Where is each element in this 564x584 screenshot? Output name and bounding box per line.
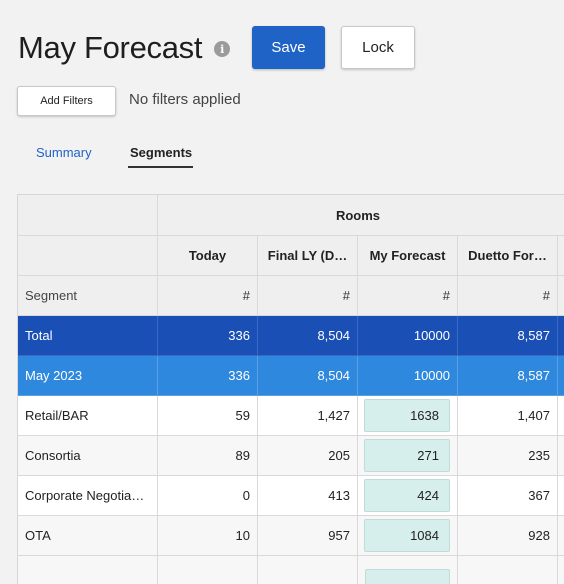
col-header-my-forecast[interactable]: My Forecast (358, 236, 458, 276)
segment-name: Retail/BAR (18, 396, 158, 436)
overflow-cell (558, 436, 564, 476)
table-row[interactable]: Corporate Negotia… 0 413 424 367 (18, 476, 564, 516)
today-value: 336 (158, 356, 258, 396)
segment-name: Consortia (18, 436, 158, 476)
forecast-input[interactable]: 1084 (364, 519, 450, 552)
unit-final-ly: # (258, 276, 358, 316)
segment-name: OTA (18, 516, 158, 556)
partial-cell (458, 556, 558, 584)
today-value: 59 (158, 396, 258, 436)
info-icon[interactable]: i (214, 41, 231, 57)
unit-today: # (158, 276, 258, 316)
duetto-forecast-value: 8,587 (458, 356, 558, 396)
segment-name: May 2023 (18, 356, 158, 396)
lock-button[interactable]: Lock (341, 26, 415, 69)
my-forecast-cell: 424 (358, 476, 458, 516)
filters-status: No filters applied (129, 91, 241, 108)
header-blank-cell (18, 236, 158, 276)
final-ly-value: 957 (258, 516, 358, 556)
final-ly-value: 205 (258, 436, 358, 476)
rooms-group-header: Rooms (158, 195, 558, 236)
final-ly-value: 8,504 (258, 356, 358, 396)
total-row[interactable]: Total 336 8,504 10000 8,587 (18, 316, 564, 356)
tab-summary[interactable]: Summary (36, 145, 92, 160)
duetto-forecast-value: 8,587 (458, 316, 558, 356)
segment-header[interactable]: Segment (18, 276, 158, 316)
forecast-input[interactable] (365, 569, 450, 584)
segment-name: Total (18, 316, 158, 356)
month-row[interactable]: May 2023 336 8,504 10000 8,587 (18, 356, 564, 396)
segments-grid: Rooms Today Final LY (D… My Forecast Due… (17, 194, 564, 584)
final-ly-value: 8,504 (258, 316, 358, 356)
partial-cell (18, 556, 158, 584)
today-value: 336 (158, 316, 258, 356)
unit-header-row: Segment # # # # (18, 276, 564, 316)
my-forecast-cell: 1638 (358, 396, 458, 436)
table-row[interactable]: OTA 10 957 1084 928 (18, 516, 564, 556)
my-forecast-value: 10000 (358, 316, 458, 356)
tab-segments[interactable]: Segments (130, 145, 193, 160)
my-forecast-value: 10000 (358, 356, 458, 396)
unit-overflow (558, 276, 564, 316)
final-ly-value: 1,427 (258, 396, 358, 436)
duetto-forecast-value: 928 (458, 516, 558, 556)
forecast-input[interactable]: 271 (364, 439, 450, 472)
segment-name: Corporate Negotia… (18, 476, 158, 516)
page-header: May Forecast i (18, 26, 231, 70)
forecast-input[interactable]: 1638 (364, 399, 450, 432)
table-row-partial (18, 556, 564, 584)
overflow-cell (558, 396, 564, 436)
duetto-forecast-value: 1,407 (458, 396, 558, 436)
overflow-cell (558, 516, 564, 556)
final-ly-value: 413 (258, 476, 358, 516)
page-title: May Forecast (18, 30, 203, 65)
duetto-forecast-value: 235 (458, 436, 558, 476)
today-value: 89 (158, 436, 258, 476)
column-header-row: Today Final LY (D… My Forecast Duetto Fo… (18, 236, 564, 276)
table-row[interactable]: Consortia 89 205 271 235 (18, 436, 564, 476)
add-filters-button[interactable]: Add Filters (17, 86, 116, 116)
col-header-today[interactable]: Today (158, 236, 258, 276)
partial-cell (358, 556, 458, 584)
grid-corner-header (18, 195, 158, 236)
overflow-cell (558, 356, 564, 396)
save-button[interactable]: Save (252, 26, 325, 69)
active-tab-indicator (128, 166, 193, 168)
col-header-final-ly[interactable]: Final LY (D… (258, 236, 358, 276)
col-header-duetto-forecast[interactable]: Duetto For… (458, 236, 558, 276)
my-forecast-cell: 1084 (358, 516, 458, 556)
duetto-forecast-value: 367 (458, 476, 558, 516)
today-value: 10 (158, 516, 258, 556)
unit-my-forecast: # (358, 276, 458, 316)
overflow-cell (558, 316, 564, 356)
col-header-overflow (558, 236, 564, 276)
next-group-header (558, 195, 564, 236)
unit-duetto-forecast: # (458, 276, 558, 316)
overflow-cell (558, 476, 564, 516)
table-row[interactable]: Retail/BAR 59 1,427 1638 1,407 (18, 396, 564, 436)
today-value: 0 (158, 476, 258, 516)
partial-cell (258, 556, 358, 584)
forecast-input[interactable]: 424 (364, 479, 450, 512)
partial-cell (158, 556, 258, 584)
partial-cell (558, 556, 564, 584)
my-forecast-cell: 271 (358, 436, 458, 476)
